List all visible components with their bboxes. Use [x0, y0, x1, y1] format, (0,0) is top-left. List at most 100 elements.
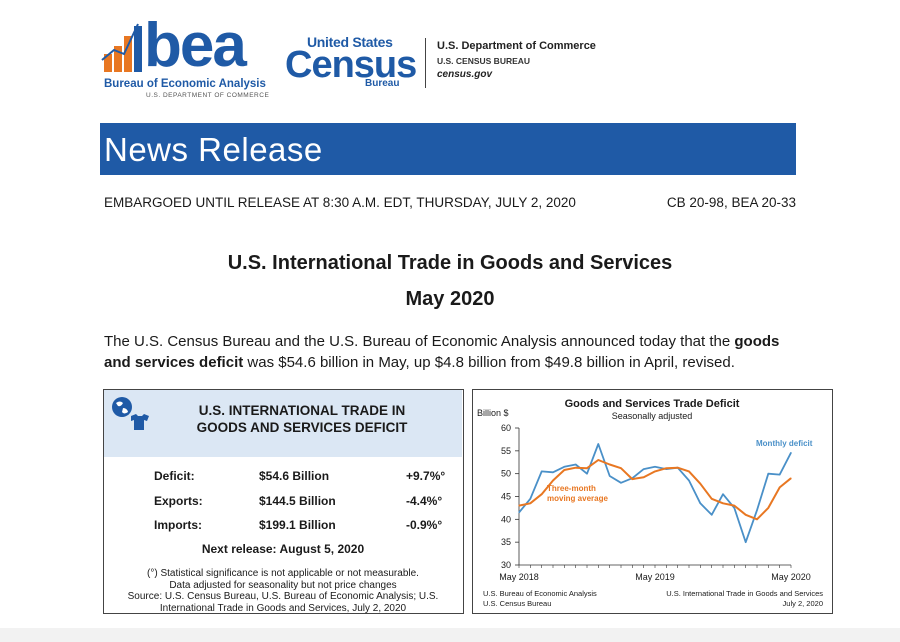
moving-average-point	[586, 467, 588, 469]
moving-average-point	[756, 518, 758, 520]
summary-notes: (°) Statistical significance is not appl…	[104, 568, 462, 614]
moving-average-point	[529, 502, 531, 504]
source-left-2: U.S. Census Bureau	[483, 599, 551, 608]
exports-label: Exports:	[154, 494, 203, 508]
monthly-deficit-point	[518, 511, 520, 514]
summary-header: U.S. INTERNATIONAL TRADE IN GOODS AND SE…	[104, 390, 462, 457]
monthly-deficit-point	[767, 473, 769, 475]
bea-department: U.S. DEPARTMENT OF COMMERCE	[146, 92, 270, 99]
moving-average-point	[575, 467, 577, 469]
moving-average-point	[722, 502, 724, 504]
page-title: U.S. International Trade in Goods and Se…	[227, 252, 673, 274]
moving-average-point	[677, 467, 679, 469]
monthly-deficit-point	[688, 479, 690, 482]
y-tick-label: 50	[501, 469, 511, 479]
exports-value: $144.5 Billion	[259, 494, 336, 508]
x-axis: May 2018 May 2019 May 2020	[499, 564, 811, 582]
note-line1: (°) Statistical significance is not appl…	[147, 568, 419, 579]
y-tick-label: 35	[501, 537, 511, 547]
moving-average-point	[711, 498, 713, 500]
moving-average-point	[597, 459, 599, 461]
bea-wordmark: bea	[144, 11, 247, 80]
lead-text-2: was $54.6 billion in May, up $4.8 billio…	[243, 354, 735, 371]
monthly-deficit-point	[722, 493, 724, 495]
monthly-deficit-point	[745, 541, 747, 543]
y-tick-label: 30	[501, 560, 511, 570]
bureau-name: U.S. CENSUS BUREAU	[437, 56, 531, 66]
monthly-deficit-point	[529, 498, 531, 500]
monthly-deficit-point	[711, 514, 713, 516]
source-left-1: U.S. Bureau of Economic Analysis	[483, 589, 597, 598]
note-line4: International Trade in Goods and Service…	[159, 602, 407, 614]
moving-average-point	[541, 493, 543, 495]
moving-average-point	[779, 486, 781, 488]
moving-average-point	[699, 483, 701, 485]
source-right-2: July 2, 2020	[783, 599, 823, 608]
page-period: May 2020	[405, 288, 495, 310]
y-axis-label: Billion $	[477, 408, 509, 418]
y-tick-label: 55	[501, 446, 511, 456]
summary-title: U.S. INTERNATIONAL TRADE IN GOODS AND SE…	[152, 402, 452, 436]
bea-logo[interactable]: bea Bureau of Economic Analysis U.S. DEP…	[100, 11, 270, 104]
monthly-deficit-point	[620, 482, 622, 484]
lead-text-1: The U.S. Census Bureau and the U.S. Bure…	[104, 333, 735, 350]
banner-title: News Release	[104, 131, 323, 168]
deficit-value: $54.6 Billion	[259, 469, 330, 483]
moving-average-label-line1: Three-month	[547, 484, 596, 493]
census-wordmark: Census	[285, 44, 417, 86]
trade-deficit-chart: Goods and Services Trade Deficit Seasona…	[472, 389, 833, 614]
summary-box: U.S. INTERNATIONAL TRADE IN GOODS AND SE…	[103, 389, 464, 614]
exports-change: -4.4%°	[406, 494, 443, 508]
moving-average-point	[688, 470, 690, 472]
note-line3: Source: U.S. Census Bureau, U.S. Bureau …	[127, 591, 439, 602]
y-axis: 30 35 40 45 50 55 60	[501, 423, 520, 570]
header-divider	[425, 38, 426, 88]
monthly-deficit-point	[563, 466, 565, 468]
embargo-notice: EMBARGOED UNTIL RELEASE AT 8:30 A.M. EDT…	[104, 195, 576, 210]
lead-paragraph: The U.S. Census Bureau and the U.S. Bure…	[104, 331, 804, 373]
header: bea Bureau of Economic Analysis U.S. DEP…	[0, 0, 900, 110]
page-bottom-edge	[0, 628, 900, 642]
moving-average-point	[733, 505, 735, 507]
moving-average-point	[745, 514, 747, 516]
census-logo[interactable]: United States Census Bureau	[285, 34, 417, 94]
bea-chart-icon	[101, 23, 142, 72]
release-ids: CB 20-98, BEA 20-33	[666, 195, 796, 210]
series-layer	[518, 443, 792, 544]
news-release-banner: News Release	[100, 123, 796, 175]
chart-svg: Goods and Services Trade Deficit Seasona…	[477, 398, 823, 608]
monthly-deficit-point	[609, 475, 611, 477]
monthly-deficit-point	[790, 452, 792, 454]
census-url-link[interactable]: census.gov	[437, 69, 493, 80]
moving-average-point	[552, 479, 554, 482]
deficit-label: Deficit:	[154, 469, 195, 483]
department-block: U.S. Department of Commerce U.S. CENSUS …	[437, 40, 637, 80]
monthly-deficit-point	[654, 466, 656, 468]
monthly-deficit-point	[575, 463, 577, 466]
monthly-deficit-label: Monthly deficit	[756, 439, 813, 448]
department-name: U.S. Department of Commerce	[437, 40, 596, 52]
moving-average-point	[767, 507, 769, 509]
chart-subtitle: Seasonally adjusted	[612, 411, 693, 421]
summary-title-line2: GOODS AND SERVICES DEFICIT	[196, 420, 408, 435]
y-tick-label: 45	[501, 492, 511, 502]
monthly-deficit-point	[699, 502, 701, 504]
moving-average-point	[643, 476, 645, 478]
census-united-states: United States	[307, 34, 393, 50]
monthly-deficit-point	[733, 507, 735, 509]
x-tick-label: May 2019	[635, 572, 675, 582]
y-tick-label: 60	[501, 423, 511, 433]
moving-average-point	[609, 463, 611, 466]
moving-average-point	[665, 467, 667, 469]
deficit-change: +9.7%°	[406, 469, 446, 483]
monthly-deficit-point	[756, 509, 758, 511]
monthly-deficit-point	[586, 473, 588, 475]
moving-average-point	[790, 477, 792, 479]
x-tick-label: May 2020	[771, 572, 811, 582]
moving-average-point	[620, 467, 622, 469]
moving-average-label: Three-month moving average	[547, 484, 608, 503]
moving-average-point	[654, 470, 656, 472]
source-right-1: U.S. International Trade in Goods and Se…	[666, 589, 823, 598]
monthly-deficit-point	[643, 468, 645, 470]
summary-title-line1: U.S. INTERNATIONAL TRADE IN	[198, 403, 406, 418]
